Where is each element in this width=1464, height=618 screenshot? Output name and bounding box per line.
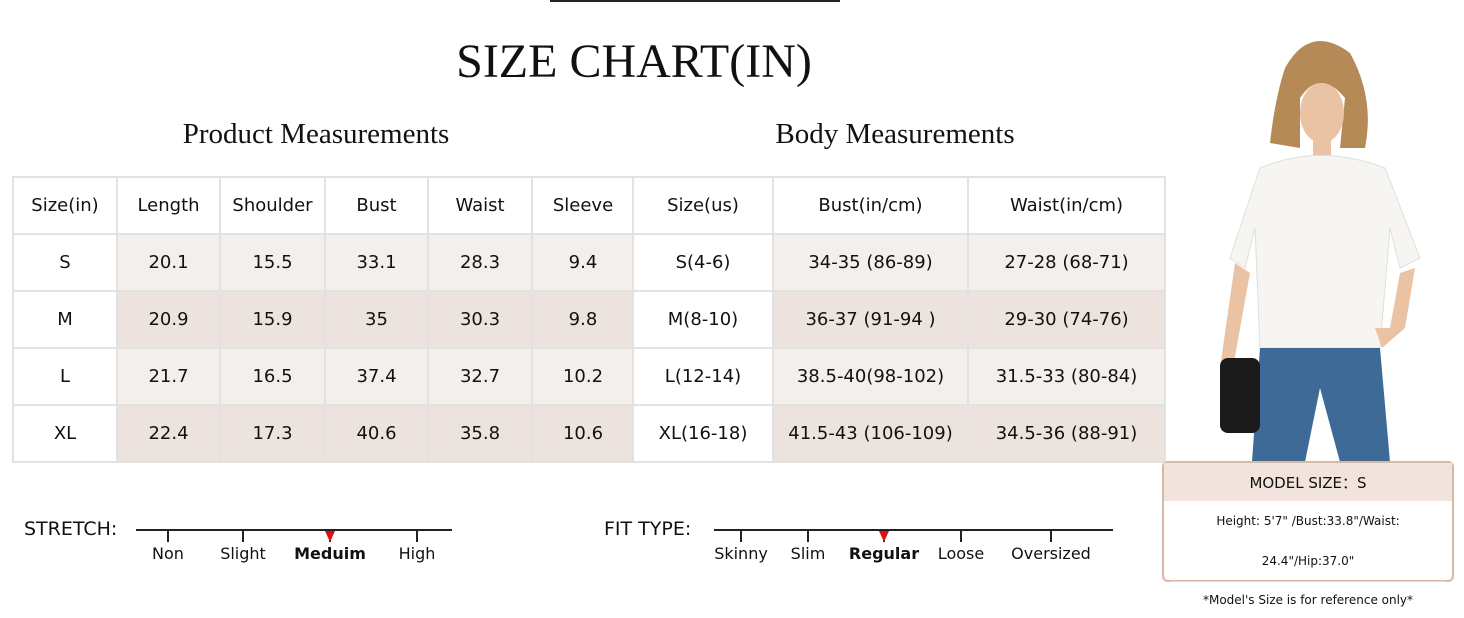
table-cell: 41.5-43 (106-109) <box>772 404 969 463</box>
table-cell: 10.2 <box>531 347 635 406</box>
scale-line <box>714 529 1113 531</box>
table-cell: 16.5 <box>219 347 326 406</box>
table-cell: 9.4 <box>531 233 635 292</box>
table-cell: M <box>12 290 118 349</box>
table-cell: 35 <box>324 290 429 349</box>
table-cell: 36-37 (91-94 ) <box>772 290 969 349</box>
table-row: S 20.1 15.5 33.1 28.3 9.4 <box>12 233 635 292</box>
table-cell: S <box>12 233 118 292</box>
table-cell: 34-35 (86-89) <box>772 233 969 292</box>
header-row: Size(in) Length Shoulder Bust Waist Sleeve <box>12 176 635 235</box>
header-cell: Waist(in/cm) <box>967 176 1166 235</box>
body-table: Size(us) Bust(in/cm) Waist(in/cm) S(4-6) 34-… <box>632 176 1166 463</box>
table-cell: 29-30 (74-76) <box>967 290 1166 349</box>
table-cell: 28.3 <box>427 233 533 292</box>
header-cell: Bust <box>324 176 429 235</box>
scale-option: Skinny <box>714 544 768 563</box>
scale-option: Oversized <box>1011 544 1091 563</box>
scale-option: Loose <box>937 544 985 563</box>
scale-option: Meduim <box>294 544 366 563</box>
scale-option: Slim <box>790 544 826 563</box>
header-cell: Waist <box>427 176 533 235</box>
scale-option: Slight <box>220 544 266 563</box>
scale-tick <box>740 530 742 542</box>
header-cell: Sleeve <box>531 176 635 235</box>
header-cell: Bust(in/cm) <box>772 176 969 235</box>
table-row: L 21.7 16.5 37.4 32.7 10.2 <box>12 347 635 406</box>
table-cell: 15.9 <box>219 290 326 349</box>
model-size: MODEL SIZE：S <box>1164 463 1452 501</box>
table-row: M(8-10) 36-37 (91-94 ) 29-30 (74-76) <box>632 290 1166 349</box>
table-cell: 33.1 <box>324 233 429 292</box>
table-cell: 17.3 <box>219 404 326 463</box>
table-cell: 9.8 <box>531 290 635 349</box>
fit-label: FIT TYPE: <box>604 518 692 540</box>
scale-tick <box>807 530 809 542</box>
page: SIZE CHART(IN) Product Measurements Body… <box>12 0 1454 607</box>
table-row: XL 22.4 17.3 40.6 35.8 10.6 <box>12 404 635 463</box>
scale-tick <box>167 530 169 542</box>
table-cell: 31.5-33 (80-84) <box>967 347 1166 406</box>
table-cell: 38.5-40(98-102) <box>772 347 969 406</box>
table-cell: 32.7 <box>427 347 533 406</box>
scale-tick <box>416 530 418 542</box>
section-title: Product Measurements <box>182 118 450 150</box>
model-box: MODEL SIZE：S Height: 5'7" /Bust:33.8"/Wa… <box>1162 461 1454 607</box>
table-cell: L(12-14) <box>632 347 774 406</box>
table-cell: 15.5 <box>219 233 326 292</box>
scale-option: Regular <box>848 544 920 563</box>
scale-marker <box>325 531 335 542</box>
table-cell: 22.4 <box>116 404 221 463</box>
scale-option: Non <box>152 544 184 563</box>
table-row: S(4-6) 34-35 (86-89) 27-28 (68-71) <box>632 233 1166 292</box>
model-photo <box>1220 41 1421 462</box>
stretch-label: STRETCH: <box>24 518 118 540</box>
table-row: XL(16-18) 41.5-43 (106-109) 34.5-36 (88-91… <box>632 404 1166 463</box>
table-row: L(12-14) 38.5-40(98-102) 31.5-33 (80-84) <box>632 347 1166 406</box>
table-cell: 37.4 <box>324 347 429 406</box>
scale-tick <box>1050 530 1052 542</box>
table-cell: XL(16-18) <box>632 404 774 463</box>
table-cell: 20.9 <box>116 290 221 349</box>
scale-option: High <box>398 544 436 563</box>
table-row: M 20.9 15.9 35 30.3 9.8 <box>12 290 635 349</box>
header-cell: Size(us) <box>632 176 774 235</box>
table-cell: 20.1 <box>116 233 221 292</box>
table-cell: M(8-10) <box>632 290 774 349</box>
section-title: Body Measurements <box>775 118 1015 150</box>
model-details: Height: 5'7" /Bust:33.8"/Waist: 24.4"/Hi… <box>1170 501 1446 582</box>
table-cell: 21.7 <box>116 347 221 406</box>
table-cell: L <box>12 347 118 406</box>
header-cell: Size(in) <box>12 176 118 235</box>
table-cell: 30.3 <box>427 290 533 349</box>
table-cell: S(4-6) <box>632 233 774 292</box>
page-title: SIZE CHART(IN) <box>456 35 812 88</box>
header-row: Size(us) Bust(in/cm) Waist(in/cm) <box>632 176 1166 235</box>
scale-marker <box>879 531 889 542</box>
header-cell: Shoulder <box>219 176 326 235</box>
model-note: *Model's Size is for reference only* <box>1202 593 1414 607</box>
top-rule <box>550 0 840 2</box>
scale-line <box>136 529 452 531</box>
table-cell: 40.6 <box>324 404 429 463</box>
table-cell: 10.6 <box>531 404 635 463</box>
table-cell: XL <box>12 404 118 463</box>
scale-tick <box>242 530 244 542</box>
product-table: Size(in) Length Shoulder Bust Waist Sleeve S 20… <box>12 176 635 463</box>
table-cell: 27-28 (68-71) <box>967 233 1166 292</box>
scale-tick <box>960 530 962 542</box>
table-cell: 35.8 <box>427 404 533 463</box>
header-cell: Length <box>116 176 221 235</box>
table-cell: 34.5-36 (88-91) <box>967 404 1166 463</box>
